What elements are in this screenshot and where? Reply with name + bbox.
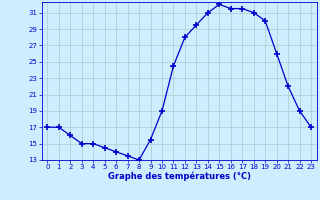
X-axis label: Graphe des températures (°C): Graphe des températures (°C) — [108, 172, 251, 181]
